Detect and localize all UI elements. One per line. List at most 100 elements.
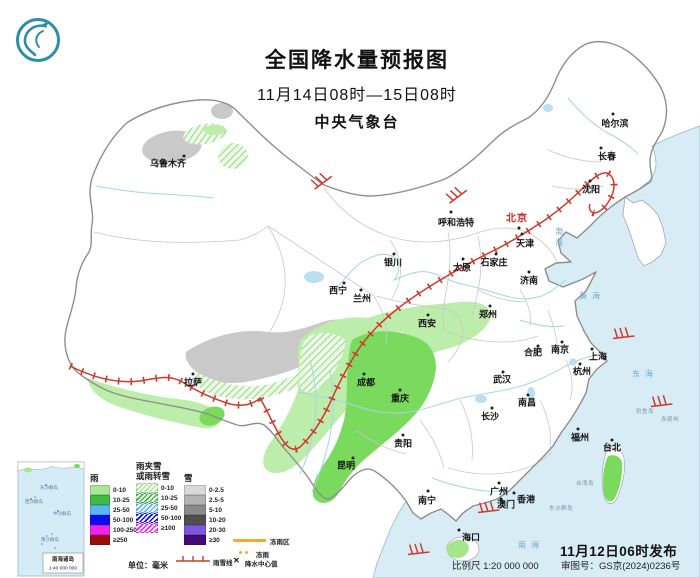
map-valid-period: 11月14日08时—15日08时 [257, 87, 457, 104]
map-scale: 比例尺 1:20 000 000 [452, 561, 539, 572]
map-approval-number: 审图号：GS京(2024)0236号 [561, 561, 681, 572]
city-label: 沈阳 [581, 184, 601, 195]
wind-barb-icon [477, 501, 500, 514]
freezing-rain-label: 冻雨 [256, 552, 269, 559]
legend-column-title: 雨 [90, 473, 99, 483]
legend-row: 50-100 [136, 513, 181, 523]
city-label: 长沙 [480, 411, 500, 422]
inset-island-label: 中沙群岛 [53, 510, 71, 517]
legend-swatch [90, 525, 110, 535]
legend-swatch [136, 483, 158, 493]
rain-snow-boundary-line [68, 169, 618, 453]
city-dot [578, 362, 582, 366]
city-dot [526, 393, 530, 397]
wind-barb-icon [650, 395, 673, 408]
city-label: 呼和浩特 [437, 217, 475, 228]
city-dot [398, 388, 402, 392]
city-dot [359, 288, 363, 292]
legend-swatch [184, 525, 206, 535]
legend-row: ≥100 [136, 523, 181, 533]
legend-value-label: ≥30 [209, 536, 220, 544]
city-label: 拉萨 [183, 377, 203, 388]
city-label: 郑州 [478, 309, 498, 320]
legend-swatch [136, 503, 158, 513]
city-label: 广州 [489, 486, 509, 497]
city-dot [461, 257, 465, 261]
legend-swatch [90, 535, 110, 545]
legend-column-title: 雨夹雪 或雨转雪 [136, 461, 171, 481]
city-label: 香港 [516, 494, 536, 505]
legend-row: 10-20 [184, 515, 226, 525]
precip-center-label: 降水中心值 [245, 561, 278, 568]
city-dot [362, 372, 366, 376]
legend-row: 5-10 [184, 505, 226, 515]
legend-swatch [184, 535, 206, 545]
legend-row: ≥250 [90, 535, 137, 545]
legend-value-label: 2.5-5 [209, 496, 224, 504]
city-label: 济南 [519, 275, 539, 286]
city-dot [517, 226, 521, 230]
legend-value-label: 20-30 [209, 526, 226, 534]
legend-row: 10-25 [136, 493, 181, 503]
legend-unit: 单位：毫米 [128, 561, 168, 570]
legend-row: 20-30 [184, 525, 226, 535]
legend-value-label: 5-10 [209, 506, 223, 514]
city-label: 澳门 [496, 499, 516, 510]
rain-snow-line-icon [176, 556, 210, 562]
legend-row: ≥30 [184, 535, 226, 545]
legend-swatch [90, 495, 110, 505]
city-dot [342, 281, 346, 285]
legend-value-label: ≥250 [113, 536, 128, 544]
legend-swatch [184, 495, 206, 505]
wind-barb-icon [445, 186, 468, 204]
legend-value-label: 10-20 [209, 516, 226, 524]
legend-value-label: 0-10 [161, 484, 175, 492]
wind-barbs-layer [310, 172, 673, 556]
legend-value-label: 50-100 [113, 516, 134, 524]
sea-label: 东海 [632, 369, 658, 379]
korea-landmass [622, 196, 667, 267]
national-border [64, 40, 668, 522]
legend-row: 0-10 [136, 483, 181, 493]
city-label: 石家庄 [480, 257, 508, 268]
city-label: 哈尔滨 [601, 118, 629, 129]
inset-island-label: 西沙群岛 [25, 498, 43, 505]
city-label: 昆明 [336, 460, 356, 471]
legend-value-label: 25-50 [113, 506, 130, 514]
legend-row: 10-25 [90, 495, 137, 505]
province-borders [93, 149, 605, 475]
city-dot [599, 146, 603, 150]
legend-swatch [184, 515, 206, 525]
legend-row: 0-10 [90, 485, 137, 495]
sea-label: 渤海 [554, 227, 564, 249]
wind-barb-icon [310, 172, 333, 190]
city-label: 南京 [550, 344, 570, 355]
city-dot [490, 406, 494, 410]
legend-row: 25-50 [90, 505, 137, 515]
city-label: 重庆 [390, 393, 410, 404]
rivers [95, 97, 639, 493]
legend-value-label: 10-25 [161, 494, 178, 502]
legend-column-2: 雪 0-2.5 2.5-5 5-10 10-20 20-30 ≥30 [184, 473, 226, 545]
legend-value-label: 0-2.5 [209, 486, 224, 494]
city-dot [501, 370, 505, 374]
city-label: 杭州 [572, 366, 592, 377]
city-label: 北京 [506, 213, 528, 225]
rain-snow-line-label: 雨雪线 [213, 560, 233, 567]
legend-row: 2.5-5 [184, 495, 226, 505]
city-label: 上海 [588, 351, 608, 362]
city-label: 台北 [602, 442, 622, 453]
legend-swatch [90, 485, 110, 495]
city-dot [191, 372, 195, 376]
city-label: 成都 [356, 377, 376, 388]
city-dot [588, 179, 592, 183]
city-dot [560, 340, 564, 344]
city-label: 长春 [597, 151, 617, 162]
island-label: 钓鱼岛 [635, 409, 655, 415]
wind-barb-icon [612, 327, 635, 340]
legend-swatch [184, 485, 206, 495]
